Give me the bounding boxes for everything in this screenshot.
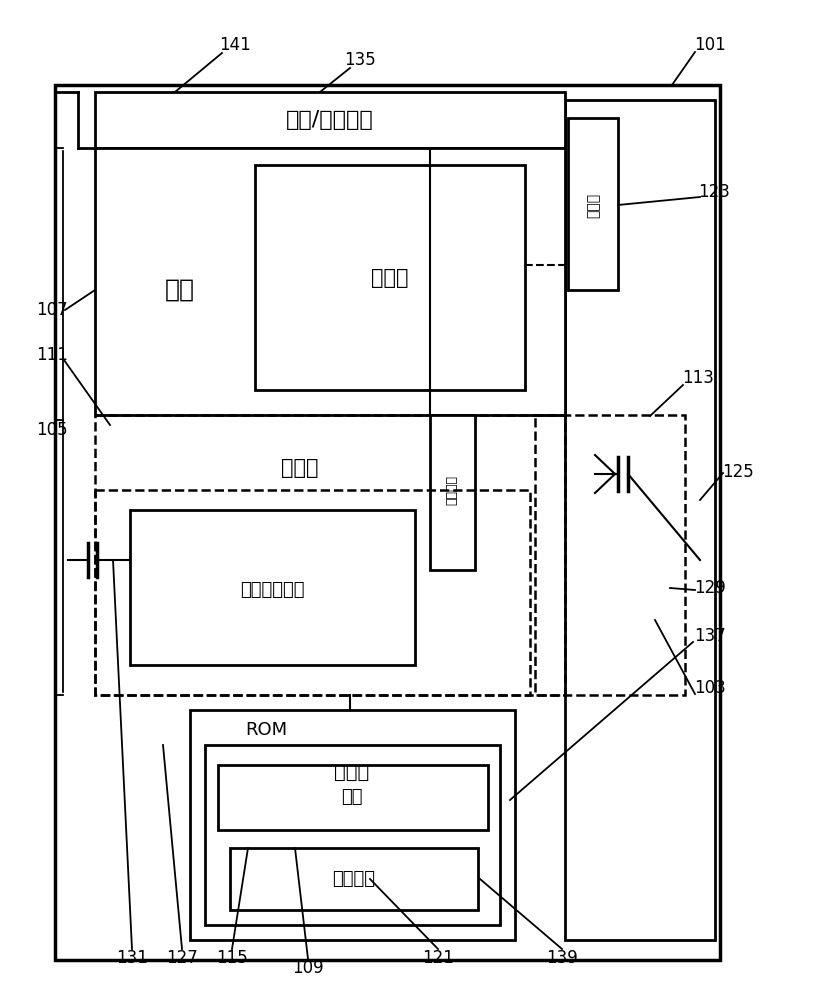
Text: 141: 141 — [219, 36, 251, 54]
Text: 125: 125 — [722, 463, 754, 481]
Text: 139: 139 — [546, 949, 577, 967]
Bar — [95, 490, 530, 695]
Bar — [130, 510, 415, 665]
Text: 137: 137 — [694, 627, 726, 645]
Bar — [190, 710, 515, 940]
Text: 总线一体: 总线一体 — [446, 475, 459, 505]
Text: 寄存器: 寄存器 — [371, 268, 408, 288]
Bar — [568, 118, 618, 290]
Bar — [565, 100, 715, 940]
Text: 电路块: 电路块 — [281, 458, 318, 478]
Text: 131: 131 — [116, 949, 148, 967]
Text: 123: 123 — [698, 183, 730, 201]
Text: 135: 135 — [344, 51, 376, 69]
Bar — [230, 848, 478, 910]
Text: 第二感测电路: 第二感测电路 — [240, 581, 304, 599]
Bar — [95, 148, 565, 415]
Bar — [218, 765, 488, 830]
Text: ROM: ROM — [245, 721, 287, 739]
Text: 127: 127 — [166, 949, 198, 967]
Bar — [255, 165, 525, 390]
Text: 113: 113 — [682, 369, 714, 387]
Text: 105: 105 — [36, 421, 68, 439]
Text: 充电値: 充电値 — [334, 762, 370, 782]
Text: 111: 111 — [36, 346, 68, 364]
Text: 109: 109 — [292, 959, 323, 977]
Bar — [205, 745, 500, 925]
Bar — [55, 85, 720, 960]
Text: 103: 103 — [694, 679, 726, 697]
Text: 107: 107 — [36, 301, 68, 319]
Text: 121: 121 — [422, 949, 454, 967]
Text: 101: 101 — [694, 36, 726, 54]
Text: 115: 115 — [216, 949, 248, 967]
Bar — [95, 415, 565, 695]
Text: 129: 129 — [694, 579, 726, 597]
Text: 通信/电源接口: 通信/电源接口 — [286, 110, 374, 130]
Text: 数字代码: 数字代码 — [332, 870, 375, 888]
Bar — [95, 92, 565, 148]
Text: 驱动器: 驱动器 — [586, 192, 600, 218]
Bar — [430, 415, 475, 570]
Text: 频率: 频率 — [342, 788, 363, 806]
Text: 引擎: 引擎 — [165, 278, 195, 302]
Bar — [535, 415, 685, 695]
